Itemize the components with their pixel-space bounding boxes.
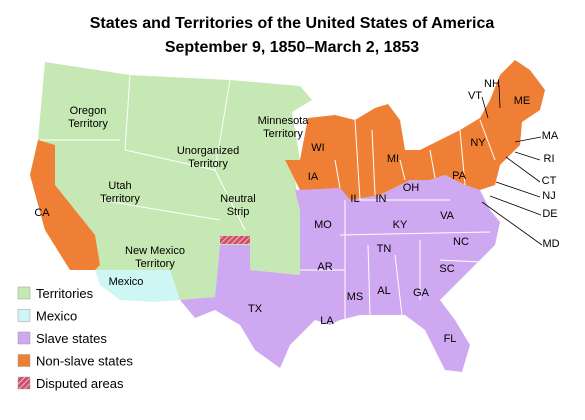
legend-label: Non-slave states [36, 354, 133, 369]
neutral-strip [220, 236, 250, 244]
pointer-line [481, 201, 543, 246]
region-label: MS [347, 291, 364, 303]
region-label: WI [311, 142, 324, 154]
region-label: IA [308, 171, 319, 183]
slave-states [180, 175, 500, 372]
region-label: New Mexico [125, 245, 185, 257]
legend-label: Slave states [36, 331, 107, 346]
region-label: ME [514, 95, 531, 107]
borders [40, 74, 496, 320]
pointer-line [505, 156, 541, 183]
legend-swatch [17, 376, 31, 390]
region-label: NJ [542, 190, 555, 202]
region-label: DE [542, 208, 557, 220]
region-label: MA [542, 130, 559, 142]
region-label: Unorganized [177, 145, 239, 157]
region-label: Territory [135, 258, 175, 270]
region-label: Mexico [109, 276, 144, 288]
region-label: FL [444, 333, 457, 345]
legend-label: Disputed areas [36, 376, 124, 391]
region-label: GA [413, 287, 430, 299]
pointer-line [514, 136, 542, 143]
region-label: IL [350, 193, 359, 205]
region-label: Utah [108, 180, 131, 192]
california [30, 140, 100, 270]
region-label: VT [468, 90, 482, 102]
pointer-line [489, 195, 542, 216]
region-label: Territory [263, 128, 303, 140]
region-label: Territory [68, 118, 108, 130]
region-label: AR [317, 261, 332, 273]
pointer-line [498, 84, 501, 109]
region-label: NC [453, 236, 469, 248]
region-label: MI [387, 153, 399, 165]
region-label: CT [542, 175, 557, 187]
region-label: OH [403, 182, 420, 194]
legend-swatch [17, 354, 31, 367]
region-label: CA [34, 207, 50, 219]
legend-swatch [17, 286, 31, 300]
mexico [95, 270, 180, 302]
pointer-line [481, 96, 489, 119]
pointer-line [514, 151, 541, 161]
region-label: MO [314, 219, 332, 231]
legend: Territories Mexico Slave states Non-slave s… [17, 286, 133, 391]
region-label: TX [248, 303, 263, 315]
region-label: KY [393, 219, 408, 231]
region-label: Neutral [220, 193, 255, 205]
legend-swatch [17, 309, 31, 322]
region-label: MD [542, 238, 559, 250]
region-label: TN [377, 243, 392, 255]
legend-swatch [17, 331, 31, 345]
region-label: LA [320, 315, 334, 327]
region-label: Minnesota [258, 115, 310, 127]
legend-label: Territories [36, 286, 94, 301]
region-label: SC [439, 263, 454, 275]
region-label: RI [544, 153, 555, 165]
region-label: Territory [188, 158, 228, 170]
title-line: September 9, 1850–March 2, 1853 [165, 39, 419, 56]
region-label: Oregon [70, 105, 107, 117]
free-states [285, 60, 545, 200]
pointer-line [495, 181, 541, 198]
regions [30, 60, 545, 372]
region-label: IN [376, 193, 387, 205]
title-line: States and Territories of the United Sta… [90, 15, 495, 32]
legend-label: Mexico [36, 309, 77, 324]
region-label: AL [377, 285, 390, 297]
region-label: VA [440, 210, 455, 222]
region-label: PA [452, 170, 467, 182]
region-label: NH [484, 78, 500, 90]
region-label: NY [470, 137, 486, 149]
region-label: Strip [227, 206, 250, 218]
region-label: Territory [100, 193, 140, 205]
